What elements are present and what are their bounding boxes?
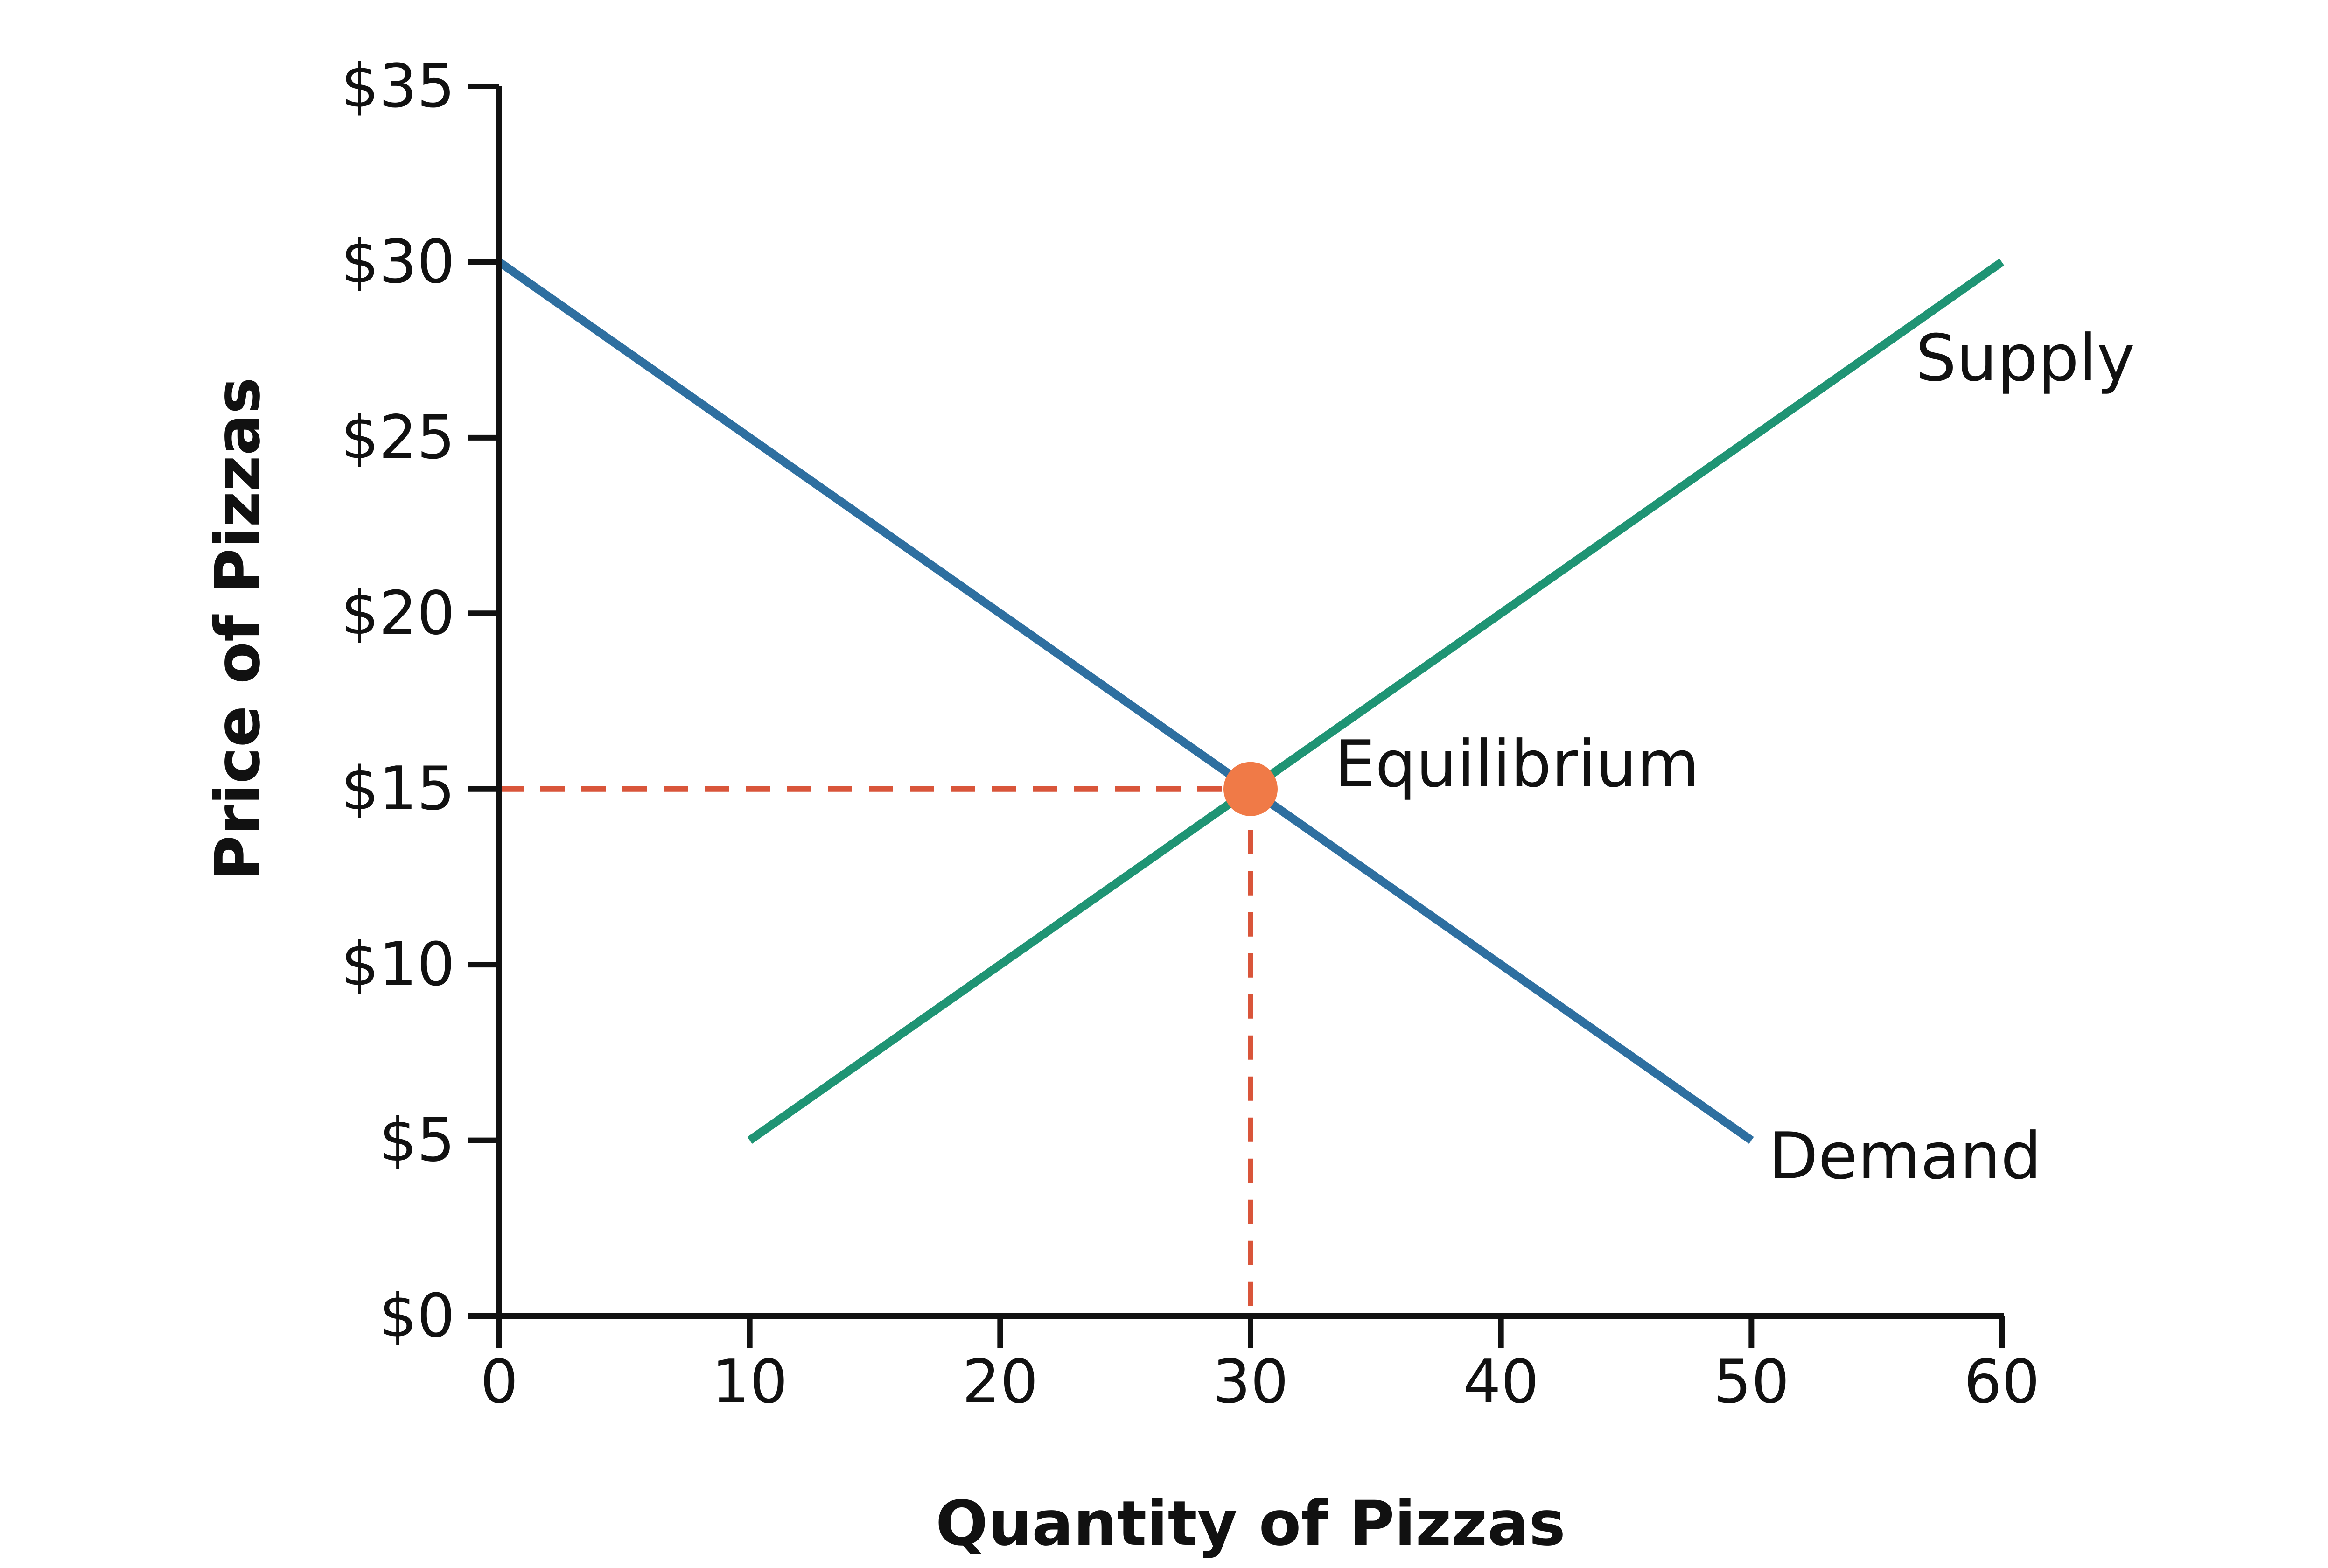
points: [1223, 762, 1278, 816]
x-tick-label: 60: [1964, 1347, 2040, 1417]
y-tick-label: $5: [379, 1106, 455, 1175]
equilibrium-label: Equilibrium: [1335, 727, 1699, 802]
y-tick-label: $0: [379, 1281, 455, 1351]
x-tick-label: 20: [962, 1347, 1038, 1417]
x-axis-title: Quantity of Pizzas: [936, 1488, 1566, 1560]
equilibrium-point: [1223, 762, 1278, 816]
x-tick-label: 0: [480, 1347, 518, 1417]
y-tick-label: $25: [341, 403, 455, 472]
y-tick-label: $10: [341, 930, 455, 1000]
equilibrium-guides: [499, 786, 1253, 1316]
series-lines: [496, 259, 2005, 1144]
supply-curve: [747, 259, 2005, 1144]
x-tick-label: 30: [1213, 1347, 1289, 1417]
labels: Quantity of Pizzas Price of Pizzas Supply D…: [202, 321, 2135, 1560]
demand-curve: [496, 259, 1754, 1144]
axes: $0 $5 $10 $15 $20 $25 $30 $35 0 10 20 30 40 50 60: [341, 52, 2040, 1417]
y-tick-label: $35: [341, 52, 455, 121]
y-tick-label: $15: [341, 754, 455, 824]
y-tick-label: $30: [341, 227, 455, 297]
supply-label: Supply: [1916, 321, 2135, 396]
x-tick-label: 40: [1463, 1347, 1539, 1417]
y-tick-label: $20: [341, 579, 455, 648]
x-tick-label: 10: [712, 1347, 788, 1417]
y-axis-title: Price of Pizzas: [202, 377, 274, 880]
x-tick-label: 50: [1713, 1347, 1790, 1417]
demand-label: Demand: [1769, 1119, 2041, 1194]
